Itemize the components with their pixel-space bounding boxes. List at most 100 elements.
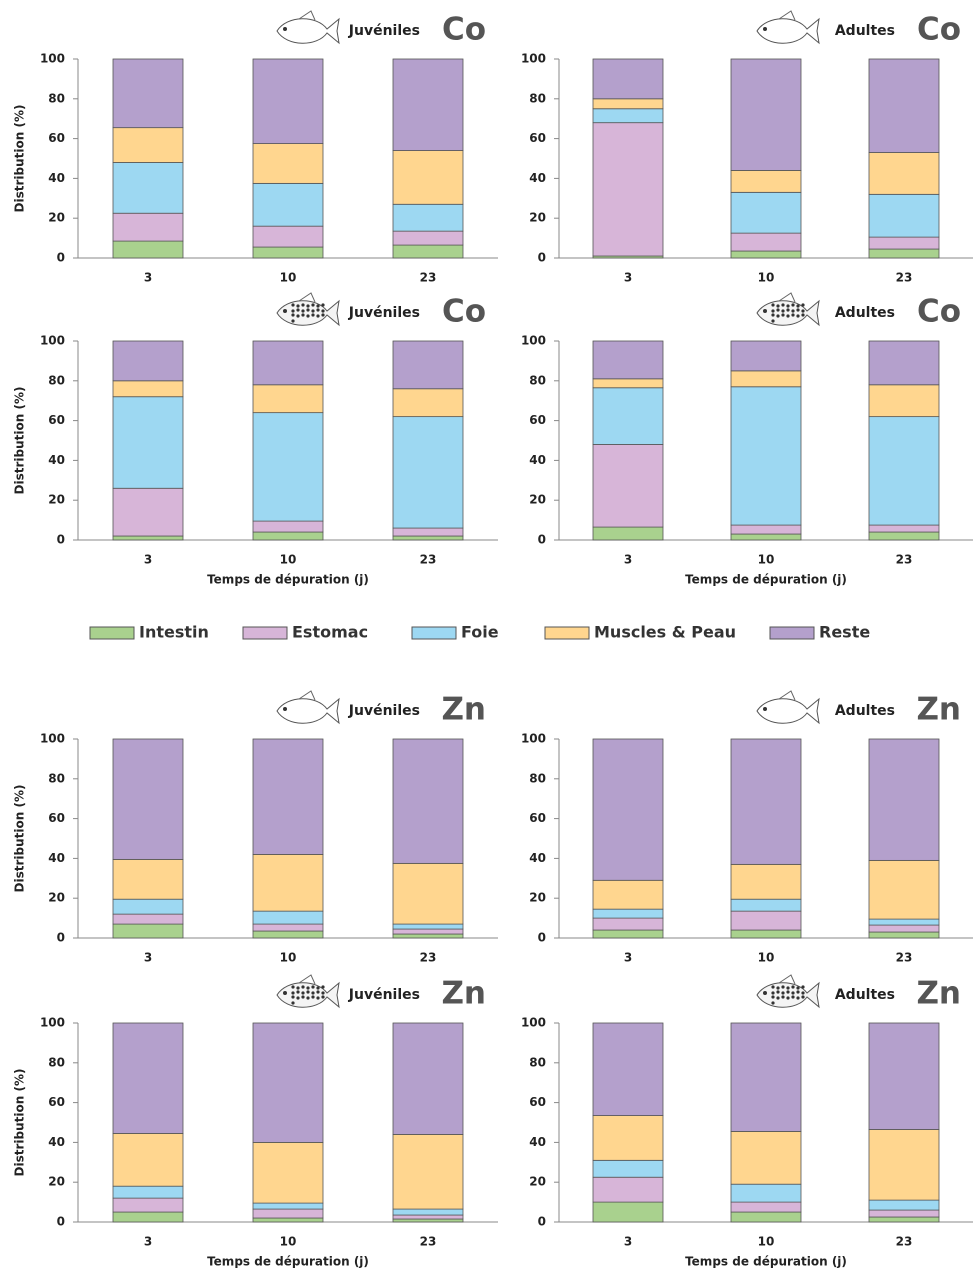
bar-segment: [392, 738, 464, 864]
x-tick-label: 23: [896, 271, 913, 285]
y-tick-label: 80: [48, 91, 65, 105]
chart-title: Juvéniles: [348, 987, 420, 1003]
bar-segment: [730, 898, 802, 912]
bar-segment: [252, 738, 324, 855]
fish-fin: [778, 292, 796, 303]
y-tick-label: 20: [529, 1175, 546, 1189]
bar-segment: [868, 1216, 940, 1223]
fish-spot: [781, 991, 785, 995]
bar-segment: [392, 1218, 464, 1223]
bar-segment: [252, 246, 324, 259]
bar-segment: [252, 1208, 324, 1219]
fish-spot: [776, 304, 780, 308]
bar-segment: [252, 1142, 324, 1204]
x-tick-label: 3: [624, 553, 632, 567]
bar-segment: [868, 58, 940, 153]
fish-icon: [756, 974, 820, 1009]
y-tick-label: 20: [48, 211, 65, 225]
fish-spot: [306, 996, 310, 1000]
y-tick-label: 60: [529, 811, 546, 825]
legend-label: Intestin: [139, 623, 209, 642]
bar-segment: [392, 340, 464, 390]
y-tick-label: 20: [529, 493, 546, 507]
bar-segment: [730, 250, 802, 259]
x-tick-label: 23: [420, 271, 437, 285]
fish-spot: [306, 314, 310, 318]
fish-spot: [311, 313, 315, 317]
bar-segment: [112, 212, 184, 242]
fish-spot: [301, 991, 305, 995]
x-tick-label: 10: [280, 951, 297, 965]
fish-spot: [801, 985, 805, 989]
bar-segment: [592, 122, 664, 257]
bar-segment: [592, 378, 664, 389]
y-tick-label: 0: [57, 931, 65, 945]
bar-segment: [252, 58, 324, 144]
fish-spot: [796, 308, 800, 312]
bar-segment: [112, 1185, 184, 1199]
fish-spot: [786, 308, 790, 312]
x-tick-label: 10: [280, 1235, 297, 1249]
chart-title: Juvéniles: [348, 23, 420, 39]
bar-segment: [112, 240, 184, 259]
bar-segment: [592, 1176, 664, 1203]
x-tick-label: 3: [144, 951, 152, 965]
fish-spot: [776, 996, 780, 1000]
y-tick-label: 20: [529, 891, 546, 905]
y-tick-label: 20: [48, 1175, 65, 1189]
y-tick-label: 60: [48, 413, 65, 427]
bar-segment: [868, 531, 940, 541]
fish-spot: [801, 995, 805, 999]
bar-segment: [868, 248, 940, 259]
fish-fin: [298, 974, 316, 985]
bar-segment: [868, 1209, 940, 1218]
legend-label: Estomac: [292, 623, 368, 642]
fish-spot: [791, 995, 795, 999]
bar-segment: [730, 370, 802, 388]
fish-spot: [311, 991, 315, 995]
fish-icon: [276, 292, 340, 327]
x-tick-label: 23: [420, 553, 437, 567]
fish-spot: [311, 985, 315, 989]
x-tick-label: 3: [144, 271, 152, 285]
bar-segment: [868, 340, 940, 386]
bar-segment: [252, 340, 324, 386]
legend-swatch: [769, 626, 815, 640]
bar-segment: [252, 1217, 324, 1223]
chart-element: Co: [442, 12, 486, 48]
fish-spot: [771, 303, 775, 307]
x-tick-label: 23: [420, 1235, 437, 1249]
legend-swatch: [411, 626, 457, 640]
fish-spot: [321, 309, 325, 313]
bar-segment: [592, 58, 664, 100]
legend-swatch: [89, 626, 135, 640]
fish-spot: [791, 985, 795, 989]
x-tick-label: 3: [624, 271, 632, 285]
bar-segment: [252, 520, 324, 533]
legend-swatch: [242, 626, 288, 640]
bar-segment: [730, 533, 802, 541]
y-axis-label: Distribution (%): [13, 785, 27, 893]
fish-spot: [321, 303, 325, 307]
bar-segment: [592, 1201, 664, 1223]
bar-segment: [730, 1022, 802, 1132]
chart-title: Adultes: [835, 23, 895, 39]
fish-spot: [321, 985, 325, 989]
fish-spot: [316, 308, 320, 312]
fish-eye: [763, 991, 767, 995]
bar-segment: [868, 416, 940, 526]
y-tick-label: 100: [521, 1016, 546, 1030]
y-tick-label: 40: [529, 171, 546, 185]
fish-spot: [796, 314, 800, 318]
chart-element: Zn: [441, 976, 486, 1012]
y-tick-label: 80: [48, 771, 65, 785]
bar-segment: [868, 738, 940, 861]
x-tick-label: 3: [624, 951, 632, 965]
bar-segment: [730, 738, 802, 865]
y-tick-label: 0: [538, 1215, 546, 1229]
fish-spot: [311, 309, 315, 313]
x-tick-label: 10: [758, 271, 775, 285]
bar-segment: [592, 108, 664, 124]
x-tick-label: 10: [280, 553, 297, 567]
bar-segment: [592, 526, 664, 541]
